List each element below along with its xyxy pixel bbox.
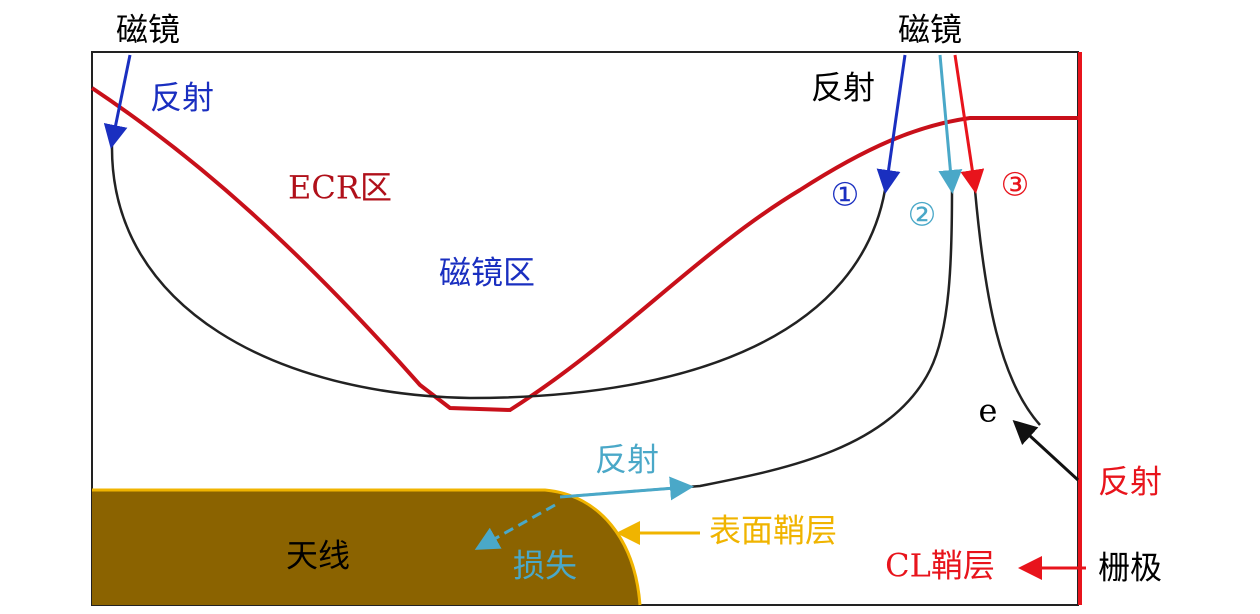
arrow xyxy=(876,54,907,194)
label: 反射 xyxy=(1098,463,1162,501)
label: e xyxy=(979,392,998,430)
arrow xyxy=(1012,419,1080,482)
label: 表面鞘层 xyxy=(709,512,837,550)
label: 反射 xyxy=(595,441,659,479)
label: 磁镜 xyxy=(116,11,180,49)
antenna-body xyxy=(92,490,640,605)
arrow xyxy=(953,54,985,194)
label: ③ xyxy=(1001,166,1030,204)
label: 反射 xyxy=(150,79,214,117)
trajectory-1 xyxy=(110,144,887,400)
label: 损失 xyxy=(513,547,577,585)
arrow xyxy=(474,503,556,550)
antenna-edge xyxy=(92,488,642,606)
label: 栅极 xyxy=(1098,549,1162,587)
arrow xyxy=(938,54,963,194)
label: 磁镜区 xyxy=(439,254,535,292)
label: 反射 xyxy=(811,69,875,107)
label: 磁镜 xyxy=(898,11,962,49)
ecr-curve xyxy=(90,86,1078,413)
trajectory-3 xyxy=(973,189,1041,426)
arrow xyxy=(103,54,132,149)
label: ECR区 xyxy=(288,169,392,207)
label: 天线 xyxy=(286,537,350,575)
label: CL鞘层 xyxy=(885,547,995,585)
label: ① xyxy=(831,176,860,214)
label: ② xyxy=(908,196,937,234)
arrow xyxy=(559,476,694,501)
trajectory-2 xyxy=(559,189,954,499)
